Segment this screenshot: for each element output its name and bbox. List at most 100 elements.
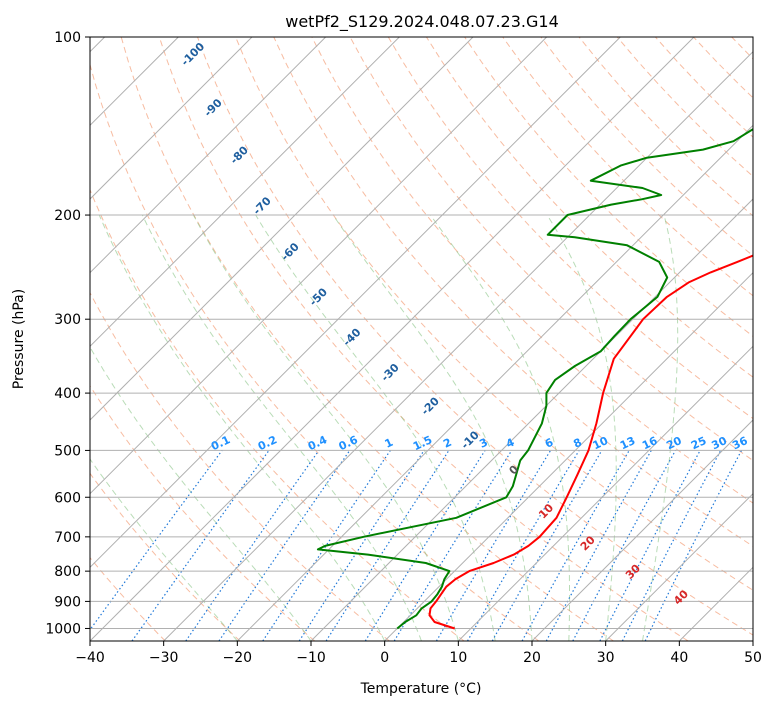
dry-adiabat	[349, 37, 753, 462]
dry-adiabat	[770, 37, 775, 641]
mixing-ratio-line	[393, 450, 513, 641]
moist-adiabat	[546, 214, 617, 641]
mixing-ratio-label: 20	[664, 434, 684, 452]
dry-adiabat-label: -70	[251, 194, 274, 217]
dry-adiabat-label: -10	[459, 428, 482, 451]
mixing-ratio-label: 1	[383, 436, 395, 451]
dry-adiabat	[90, 62, 540, 641]
isotherm	[605, 492, 753, 641]
dry-adiabat	[273, 37, 753, 547]
dry-adiabat-label: -90	[202, 96, 225, 119]
isotherm	[90, 37, 695, 641]
x-tick-label: 40	[670, 650, 688, 666]
x-tick-label: 0	[380, 650, 389, 666]
mixing-ratio-label: 10	[591, 434, 611, 452]
x-tick-label: −10	[296, 650, 326, 666]
isotherm	[90, 37, 253, 200]
dry-adiabat-label: 20	[578, 533, 598, 553]
dry-adiabat	[90, 291, 390, 641]
mixing-ratio-label: 30	[710, 434, 730, 452]
mixing-ratio-line	[298, 450, 425, 641]
dry-adiabat-label: 40	[671, 587, 691, 607]
isotherm	[163, 50, 753, 641]
mixing-ratio-label: 4	[504, 436, 517, 451]
mixing-ratio-label: 25	[689, 434, 708, 452]
x-tick-label: 20	[523, 650, 541, 666]
mixing-ratio-line	[435, 450, 552, 641]
moist-adiabat	[98, 214, 386, 641]
dry-adiabat-label: -40	[340, 325, 363, 348]
dry-adiabat	[693, 37, 753, 99]
x-tick-label: −40	[75, 650, 105, 666]
dry-adiabat-label: -30	[379, 361, 402, 384]
grid-lines	[90, 37, 753, 641]
x-tick-label: −20	[223, 650, 253, 666]
moist-adiabat	[90, 458, 238, 641]
mixing-ratio-label: 6	[543, 436, 556, 451]
mixing-ratio-line	[521, 450, 630, 641]
y-tick-label: 300	[54, 312, 81, 328]
mixing-ratio-line	[364, 450, 486, 641]
dry-adiabat	[425, 37, 753, 378]
mixing-ratio-label: 36	[730, 434, 750, 452]
isotherm	[90, 37, 548, 495]
mixing-ratio-line	[621, 450, 722, 641]
y-tick-label: 700	[54, 530, 81, 546]
mixing-ratio-line	[572, 450, 677, 641]
y-tick-label: 800	[54, 564, 81, 580]
dry-adiabat	[464, 37, 753, 337]
isotherm	[531, 419, 753, 641]
chart-title: wetPf2_S129.2024.048.07.23.G14	[285, 12, 559, 32]
moist-adiabat	[429, 214, 571, 641]
dry-adiabat-label: -100	[179, 40, 208, 69]
y-axis-label: Pressure (hPa)	[11, 289, 27, 389]
mixing-ratio-line	[325, 450, 450, 641]
isotherm	[90, 37, 400, 348]
dry-adiabat	[158, 37, 689, 641]
y-tick-label: 400	[54, 386, 81, 402]
mixing-ratio-line	[262, 450, 391, 641]
isotherm	[90, 37, 621, 569]
isotherm	[384, 271, 753, 641]
dewpoint-line	[316, 127, 753, 630]
mixing-ratio-label: 16	[640, 434, 660, 452]
y-tick-label: 200	[54, 208, 81, 224]
isotherm	[310, 198, 753, 641]
dry-adiabat-label: 10	[536, 501, 556, 521]
mixing-ratio-label: 13	[618, 434, 637, 452]
plot-frame	[89, 36, 754, 642]
moist-adiabat	[332, 214, 533, 641]
dry-adiabat	[120, 37, 614, 641]
mixing-ratio-line	[466, 450, 580, 641]
dry-adiabat	[235, 37, 753, 591]
dry-adiabat-label: -50	[307, 285, 330, 308]
x-tick-label: −30	[149, 650, 179, 666]
temperature-line	[428, 254, 753, 630]
mixing-ratio-line	[218, 450, 351, 641]
y-tick-label: 900	[54, 594, 81, 610]
dry-adiabat-label: 30	[623, 562, 643, 582]
dry-adiabat	[502, 37, 753, 297]
moist-adiabat	[90, 346, 312, 641]
mixing-ratio-line	[644, 450, 743, 641]
mixing-ratio-line	[599, 450, 701, 641]
x-tick-label: 50	[744, 650, 762, 666]
isotherm	[457, 345, 753, 641]
mixing-ratio-label: 2	[441, 436, 453, 451]
axis-ticks: −40 −30 −20 −10 0 10 20 30 40 50 100 200 300 400 500 60…	[45, 30, 762, 666]
isotherm	[90, 37, 327, 274]
dry-adiabat-label: -20	[419, 394, 442, 417]
mixing-ratio-line	[185, 450, 320, 641]
moist-adiabat	[642, 214, 679, 641]
y-tick-label: 600	[54, 490, 81, 506]
mixing-ratio-line	[90, 450, 223, 631]
isotherm	[678, 566, 753, 641]
y-tick-label: 1000	[45, 621, 81, 637]
dry-adiabat-label: -60	[279, 240, 302, 263]
background-lines	[90, 37, 775, 641]
dry-adiabat	[90, 188, 465, 641]
dry-adiabat	[655, 37, 753, 138]
moist-adiabat	[192, 214, 459, 641]
moist-adiabat	[141, 214, 422, 641]
